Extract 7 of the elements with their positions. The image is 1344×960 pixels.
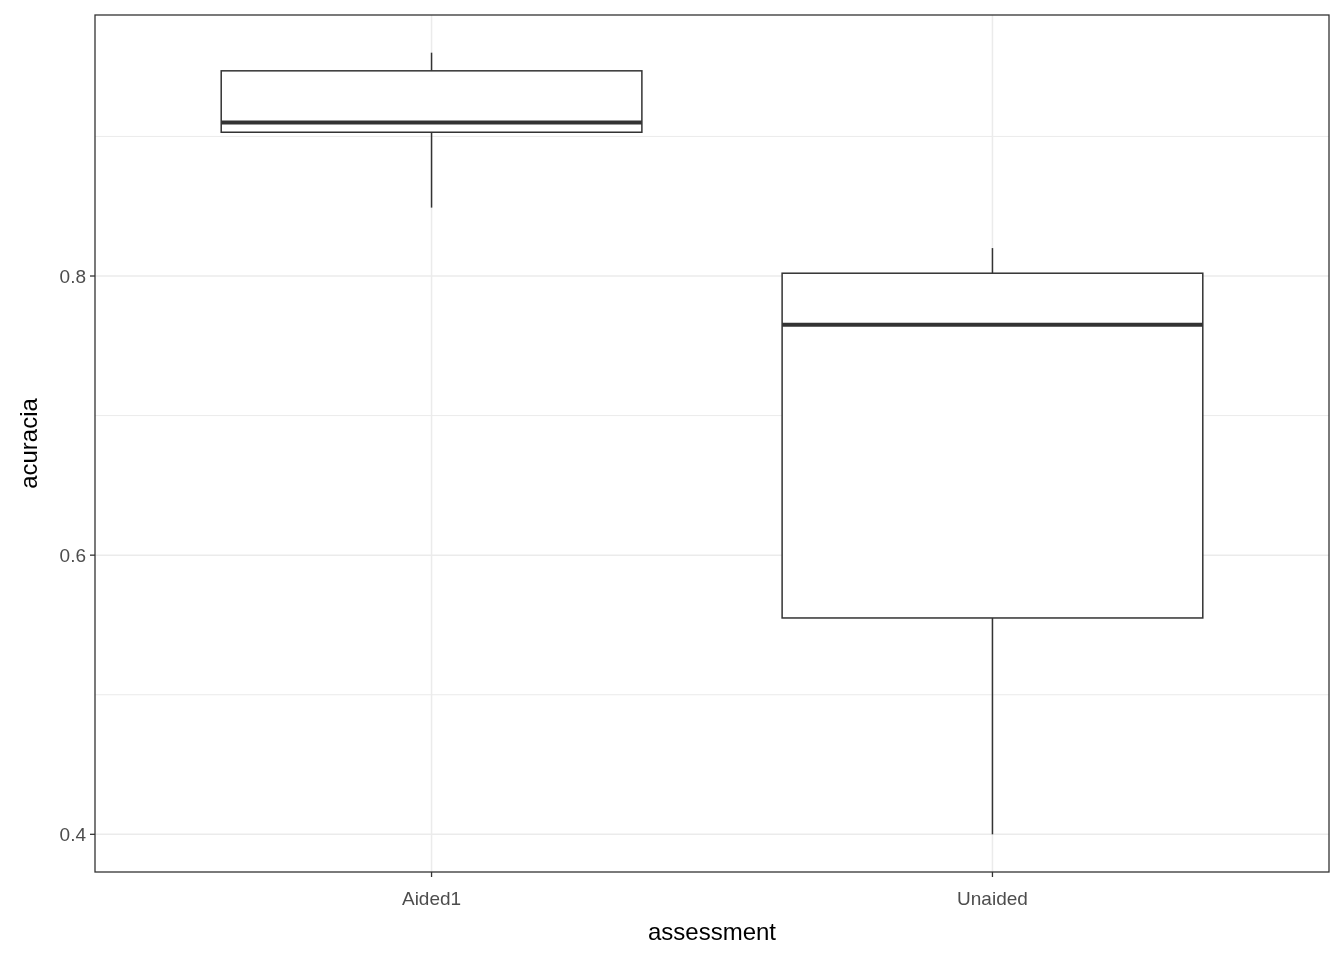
- x-axis-title: assessment: [647, 918, 777, 945]
- y-axis-title: acuracia: [15, 397, 42, 489]
- y-tick-label: 0.6: [59, 544, 86, 566]
- y-tick-label: 0.8: [59, 265, 86, 287]
- x-tick-label: Aided1: [401, 888, 462, 909]
- x-tick-label: Unaided: [957, 888, 1028, 909]
- y-tick-label: 0.4: [59, 823, 87, 845]
